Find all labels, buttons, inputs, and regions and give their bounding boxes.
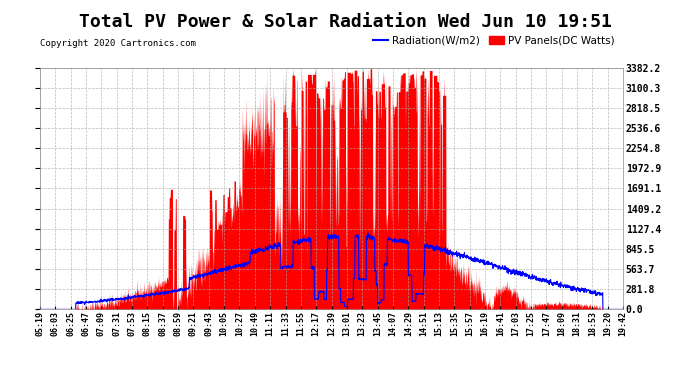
Legend: Radiation(W/m2), PV Panels(DC Watts): Radiation(W/m2), PV Panels(DC Watts) [368, 32, 619, 50]
Text: Copyright 2020 Cartronics.com: Copyright 2020 Cartronics.com [40, 39, 196, 48]
Text: Total PV Power & Solar Radiation Wed Jun 10 19:51: Total PV Power & Solar Radiation Wed Jun… [79, 13, 611, 31]
